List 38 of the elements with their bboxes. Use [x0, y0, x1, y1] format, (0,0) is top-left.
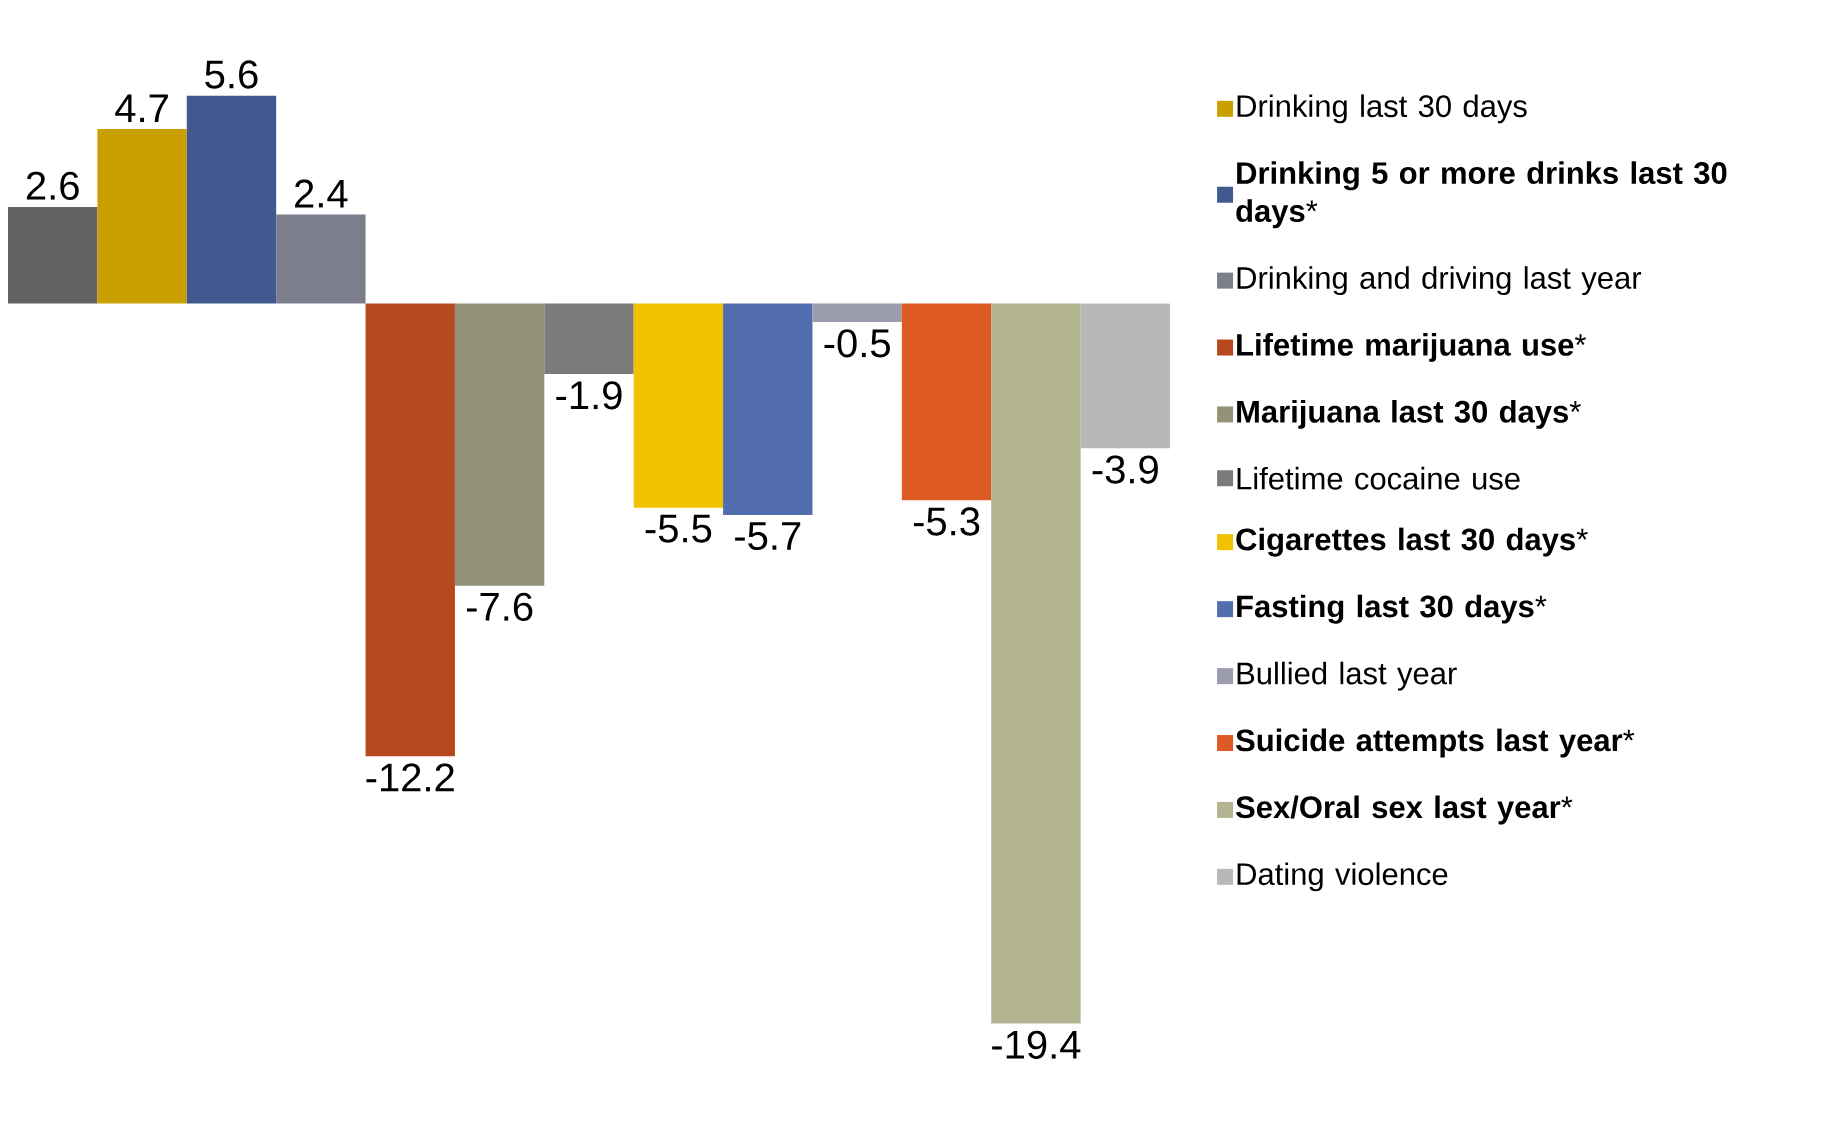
data-label: -0.5 — [824, 329, 890, 358]
legend-label: Lifetime cocaine use — [1237, 466, 1520, 490]
bar — [723, 303, 813, 516]
legend-label: Drinking 5 or more drinks last 30 days* — [1236, 161, 1727, 229]
legend-label: Drinking last 30 days — [1237, 94, 1527, 124]
bar — [812, 303, 902, 323]
data-label: 2.4 — [295, 179, 348, 208]
data-label: -5.5 — [645, 514, 712, 543]
legend-label: Cigarettes last 30 days* — [1236, 527, 1588, 557]
bar — [276, 214, 366, 304]
data-label: -5.7 — [735, 522, 801, 551]
legend-label: Drinking and driving last year — [1237, 266, 1642, 296]
data-label: 2.6 — [26, 171, 79, 200]
data-label: -1.9 — [556, 381, 622, 410]
bar — [365, 303, 455, 757]
bar — [97, 129, 187, 304]
data-label: -3.9 — [1092, 455, 1158, 484]
data-label: -19.4 — [992, 1030, 1081, 1059]
data-label: 5.6 — [205, 60, 258, 89]
bar — [901, 303, 992, 501]
data-label: -12.2 — [366, 763, 454, 792]
bar — [186, 95, 277, 304]
legend-label: Fasting last 30 days* — [1237, 594, 1547, 624]
bar — [544, 303, 634, 375]
legend-label: Sex/Oral sex last year* — [1235, 795, 1573, 825]
data-label: -5.3 — [913, 507, 980, 536]
bar — [454, 303, 545, 586]
bar — [633, 303, 724, 508]
legend-label: Bullied last year — [1237, 661, 1457, 691]
data-label: 4.7 — [115, 94, 168, 123]
legend-label: Suicide attempts last year* — [1235, 728, 1635, 758]
bar — [8, 207, 98, 304]
legend-label: Lifetime marijuana use* — [1237, 333, 1587, 362]
legend-label: Dating violence — [1237, 862, 1448, 892]
bar — [991, 303, 1081, 1024]
legend-label: Marijuana last 30 days* — [1237, 399, 1581, 429]
data-label: -7.6 — [466, 592, 533, 621]
bar — [1080, 303, 1170, 449]
